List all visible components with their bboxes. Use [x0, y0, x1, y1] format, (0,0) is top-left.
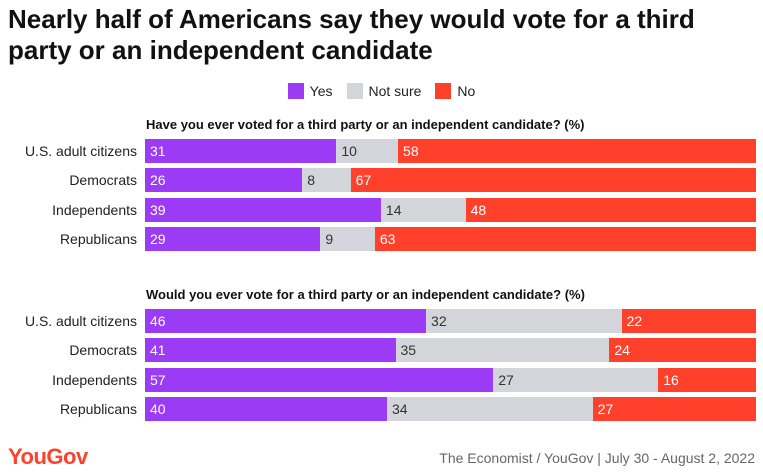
category-label: Independents — [52, 372, 137, 388]
bar-segment-yes — [145, 397, 387, 421]
data-label-yes: 41 — [150, 342, 166, 358]
chart-1-subtitle: Have you ever voted for a third party or… — [146, 117, 585, 132]
bar-segment-not-sure — [336, 139, 399, 163]
data-label-yes: 26 — [150, 172, 166, 188]
category-label: Republicans — [59, 401, 137, 417]
legend-item-not-sure: Not sure — [346, 83, 422, 99]
category-label: Republicans — [59, 231, 137, 247]
data-label-no: 27 — [597, 401, 614, 417]
bar-segment-yes — [145, 368, 494, 392]
data-label-not-sure: 34 — [391, 401, 408, 417]
legend-label-not-sure: Not sure — [368, 83, 422, 99]
data-label-not-sure: 10 — [341, 143, 357, 159]
legend-label-yes: Yes — [309, 83, 333, 99]
legend-item-no: No — [435, 83, 475, 99]
data-label-not-sure: 32 — [431, 313, 447, 329]
legend-swatch-yes — [287, 83, 304, 99]
category-label: Independents — [52, 202, 137, 218]
data-label-no: 58 — [403, 143, 419, 159]
data-label-no: 63 — [379, 231, 396, 247]
bar-segment-no — [398, 139, 756, 163]
data-label-no: 24 — [614, 342, 630, 358]
data-label-yes: 39 — [150, 202, 166, 218]
source-note: The Economist / YouGov | July 30 - Augus… — [439, 450, 755, 466]
bar-segment-yes — [145, 227, 321, 251]
legend-swatch-not-sure — [346, 83, 363, 99]
yougov-logo: YouGov — [8, 444, 88, 469]
data-label-no: 22 — [626, 313, 643, 329]
bar-segment-no — [621, 309, 756, 333]
bar-segment-no — [374, 227, 756, 251]
bar-segment-no — [350, 168, 756, 192]
data-label-not-sure: 8 — [307, 172, 316, 188]
data-label-yes: 29 — [150, 231, 166, 247]
data-label-not-sure: 9 — [325, 231, 334, 247]
data-label-no: 48 — [470, 202, 487, 218]
bar-segment-not-sure — [426, 309, 622, 333]
category-label: Democrats — [69, 342, 137, 358]
data-label-yes: 57 — [150, 372, 166, 388]
bar-segment-no — [592, 397, 756, 421]
data-label-yes: 46 — [150, 313, 166, 329]
data-label-not-sure: 27 — [498, 372, 514, 388]
bar-segment-no — [609, 338, 756, 362]
legend: Yes Not sure No — [0, 80, 763, 102]
data-label-no: 67 — [355, 172, 372, 188]
data-label-not-sure: 14 — [385, 202, 402, 218]
data-label-no: 16 — [663, 372, 679, 388]
bar-segment-not-sure — [320, 227, 375, 251]
bar-segment-not-sure — [380, 198, 466, 222]
bar-segment-yes — [145, 338, 396, 362]
chart-2-subtitle: Would you ever vote for a third party or… — [146, 287, 585, 302]
legend-label-no: No — [457, 83, 476, 99]
legend-swatch-no — [435, 83, 452, 99]
bar-segment-yes — [145, 168, 303, 192]
bar-segment-no — [465, 198, 756, 222]
bar-segment-not-sure — [493, 368, 659, 392]
bar-segment-yes — [145, 309, 427, 333]
bar-segment-not-sure — [386, 397, 593, 421]
legend-item-yes: Yes — [287, 83, 333, 99]
data-label-not-sure: 35 — [400, 342, 417, 358]
category-label: Democrats — [69, 172, 137, 188]
bar-segment-no — [658, 368, 756, 392]
bar-segment-yes — [145, 139, 337, 163]
category-label: U.S. adult citizens — [24, 143, 137, 159]
data-label-yes: 40 — [150, 401, 166, 417]
data-label-yes: 31 — [150, 143, 166, 159]
bar-segment-yes — [145, 198, 381, 222]
bar-segment-not-sure — [302, 168, 351, 192]
bar-segment-not-sure — [395, 338, 610, 362]
category-label: U.S. adult citizens — [24, 313, 137, 329]
chart-title: Nearly half of Americans say they would … — [8, 4, 695, 65]
